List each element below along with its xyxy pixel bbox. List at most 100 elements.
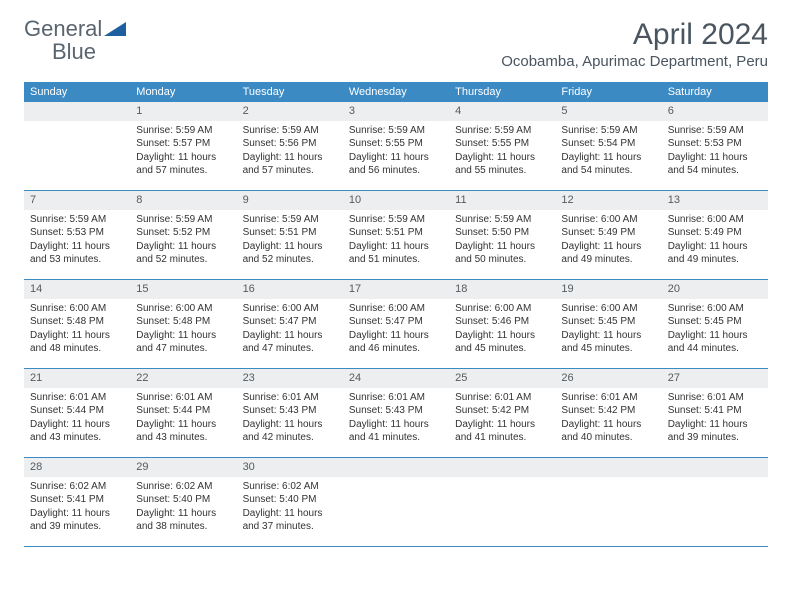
day-line: Daylight: 11 hours and 51 minutes. bbox=[349, 240, 443, 267]
day-cell: 11Sunrise: 5:59 AMSunset: 5:50 PMDayligh… bbox=[449, 191, 555, 279]
day-line: Daylight: 11 hours and 53 minutes. bbox=[30, 240, 124, 267]
day-number: 15 bbox=[130, 280, 236, 299]
day-line: Sunrise: 6:01 AM bbox=[243, 391, 337, 405]
day-number: 18 bbox=[449, 280, 555, 299]
day-line: Sunrise: 6:01 AM bbox=[30, 391, 124, 405]
day-line: Sunset: 5:51 PM bbox=[349, 226, 443, 240]
day-body: Sunrise: 6:00 AMSunset: 5:49 PMDaylight:… bbox=[662, 210, 768, 273]
day-body: Sunrise: 5:59 AMSunset: 5:52 PMDaylight:… bbox=[130, 210, 236, 273]
day-cell: 7Sunrise: 5:59 AMSunset: 5:53 PMDaylight… bbox=[24, 191, 130, 279]
day-cell: 2Sunrise: 5:59 AMSunset: 5:56 PMDaylight… bbox=[237, 102, 343, 190]
day-line: Sunset: 5:46 PM bbox=[455, 315, 549, 329]
day-number bbox=[662, 458, 768, 477]
weekday-saturday: Saturday bbox=[662, 82, 768, 102]
day-line: Sunrise: 6:00 AM bbox=[136, 302, 230, 316]
day-number: 3 bbox=[343, 102, 449, 121]
weekday-header-row: Sunday Monday Tuesday Wednesday Thursday… bbox=[24, 82, 768, 102]
day-line: Sunrise: 6:02 AM bbox=[243, 480, 337, 494]
day-line: Daylight: 11 hours and 39 minutes. bbox=[30, 507, 124, 534]
day-line: Sunrise: 6:00 AM bbox=[668, 302, 762, 316]
day-cell: 26Sunrise: 6:01 AMSunset: 5:42 PMDayligh… bbox=[555, 369, 661, 457]
weeks-container: 1Sunrise: 5:59 AMSunset: 5:57 PMDaylight… bbox=[24, 102, 768, 547]
day-number: 21 bbox=[24, 369, 130, 388]
day-number: 10 bbox=[343, 191, 449, 210]
day-body bbox=[662, 477, 768, 486]
day-line: Sunset: 5:56 PM bbox=[243, 137, 337, 151]
day-number: 6 bbox=[662, 102, 768, 121]
day-line: Sunrise: 6:01 AM bbox=[668, 391, 762, 405]
day-line: Daylight: 11 hours and 44 minutes. bbox=[668, 329, 762, 356]
day-body: Sunrise: 6:00 AMSunset: 5:49 PMDaylight:… bbox=[555, 210, 661, 273]
day-line: Sunset: 5:44 PM bbox=[136, 404, 230, 418]
day-cell: 23Sunrise: 6:01 AMSunset: 5:43 PMDayligh… bbox=[237, 369, 343, 457]
day-line: Sunrise: 5:59 AM bbox=[349, 124, 443, 138]
day-body: Sunrise: 5:59 AMSunset: 5:56 PMDaylight:… bbox=[237, 121, 343, 184]
day-line: Sunset: 5:42 PM bbox=[455, 404, 549, 418]
day-cell: 20Sunrise: 6:00 AMSunset: 5:45 PMDayligh… bbox=[662, 280, 768, 368]
day-line: Sunset: 5:45 PM bbox=[561, 315, 655, 329]
day-body: Sunrise: 5:59 AMSunset: 5:55 PMDaylight:… bbox=[343, 121, 449, 184]
day-cell bbox=[24, 102, 130, 190]
day-line: Sunrise: 5:59 AM bbox=[349, 213, 443, 227]
day-number: 1 bbox=[130, 102, 236, 121]
day-line: Daylight: 11 hours and 43 minutes. bbox=[136, 418, 230, 445]
day-line: Daylight: 11 hours and 46 minutes. bbox=[349, 329, 443, 356]
week-row: 1Sunrise: 5:59 AMSunset: 5:57 PMDaylight… bbox=[24, 102, 768, 191]
day-line: Daylight: 11 hours and 55 minutes. bbox=[455, 151, 549, 178]
day-body bbox=[555, 477, 661, 486]
day-line: Sunrise: 6:02 AM bbox=[30, 480, 124, 494]
day-line: Sunrise: 6:01 AM bbox=[561, 391, 655, 405]
day-line: Sunset: 5:48 PM bbox=[136, 315, 230, 329]
day-number: 8 bbox=[130, 191, 236, 210]
day-number: 26 bbox=[555, 369, 661, 388]
day-number: 19 bbox=[555, 280, 661, 299]
day-cell: 10 Sunrise: 5:59 AMSunset: 5:51 PMDayligh… bbox=[343, 191, 449, 279]
day-cell: 28Sunrise: 6:02 AMSunset: 5:41 PMDayligh… bbox=[24, 458, 130, 546]
day-body: Sunrise: 6:00 AMSunset: 5:45 PMDaylight:… bbox=[662, 299, 768, 362]
day-line: Sunrise: 6:00 AM bbox=[455, 302, 549, 316]
day-line: Daylight: 11 hours and 45 minutes. bbox=[455, 329, 549, 356]
day-number: 2 bbox=[237, 102, 343, 121]
weekday-thursday: Thursday bbox=[449, 82, 555, 102]
day-cell: 12Sunrise: 6:00 AMSunset: 5:49 PMDayligh… bbox=[555, 191, 661, 279]
day-line: Daylight: 11 hours and 52 minutes. bbox=[243, 240, 337, 267]
day-body: Sunrise: 6:01 AMSunset: 5:41 PMDaylight:… bbox=[662, 388, 768, 451]
weekday-monday: Monday bbox=[130, 82, 236, 102]
day-line: Sunset: 5:57 PM bbox=[136, 137, 230, 151]
day-line: Sunrise: 5:59 AM bbox=[243, 124, 337, 138]
day-line: Sunset: 5:55 PM bbox=[455, 137, 549, 151]
day-line: Daylight: 11 hours and 49 minutes. bbox=[668, 240, 762, 267]
day-body: Sunrise: 6:00 AMSunset: 5:48 PMDaylight:… bbox=[130, 299, 236, 362]
day-body: Sunrise: 5:59 AMSunset: 5:51 PMDaylight:… bbox=[237, 210, 343, 273]
day-number: 16 bbox=[237, 280, 343, 299]
day-number bbox=[24, 102, 130, 121]
logo-text-1: General bbox=[24, 16, 102, 41]
day-body bbox=[343, 477, 449, 486]
day-line: Sunrise: 5:59 AM bbox=[243, 213, 337, 227]
day-line: Daylight: 11 hours and 40 minutes. bbox=[561, 418, 655, 445]
day-line: Daylight: 11 hours and 39 minutes. bbox=[668, 418, 762, 445]
day-body: Sunrise: 6:01 AMSunset: 5:43 PMDaylight:… bbox=[343, 388, 449, 451]
day-cell: 4Sunrise: 5:59 AMSunset: 5:55 PMDaylight… bbox=[449, 102, 555, 190]
day-line: Sunrise: 5:59 AM bbox=[136, 124, 230, 138]
day-line: Sunrise: 5:59 AM bbox=[668, 124, 762, 138]
day-line: Sunrise: 6:01 AM bbox=[349, 391, 443, 405]
day-number: 7 bbox=[24, 191, 130, 210]
day-number bbox=[555, 458, 661, 477]
day-body: Sunrise: 6:02 AMSunset: 5:40 PMDaylight:… bbox=[130, 477, 236, 540]
day-line: Sunrise: 6:01 AM bbox=[136, 391, 230, 405]
week-row: 7Sunrise: 5:59 AMSunset: 5:53 PMDaylight… bbox=[24, 191, 768, 280]
day-line: Daylight: 11 hours and 54 minutes. bbox=[561, 151, 655, 178]
day-cell: 19Sunrise: 6:00 AMSunset: 5:45 PMDayligh… bbox=[555, 280, 661, 368]
day-line: Sunset: 5:49 PM bbox=[561, 226, 655, 240]
day-line: Daylight: 11 hours and 47 minutes. bbox=[243, 329, 337, 356]
day-number: 11 bbox=[449, 191, 555, 210]
day-number: 14 bbox=[24, 280, 130, 299]
day-line: Sunrise: 6:00 AM bbox=[349, 302, 443, 316]
day-cell: 3Sunrise: 5:59 AMSunset: 5:55 PMDaylight… bbox=[343, 102, 449, 190]
day-body: Sunrise: 6:01 AMSunset: 5:42 PMDaylight:… bbox=[449, 388, 555, 451]
location-label: Ocobamba, Apurimac Department, Peru bbox=[501, 53, 768, 70]
day-line: Daylight: 11 hours and 38 minutes. bbox=[136, 507, 230, 534]
day-line: Daylight: 11 hours and 56 minutes. bbox=[349, 151, 443, 178]
day-body: Sunrise: 6:00 AMSunset: 5:47 PMDaylight:… bbox=[237, 299, 343, 362]
